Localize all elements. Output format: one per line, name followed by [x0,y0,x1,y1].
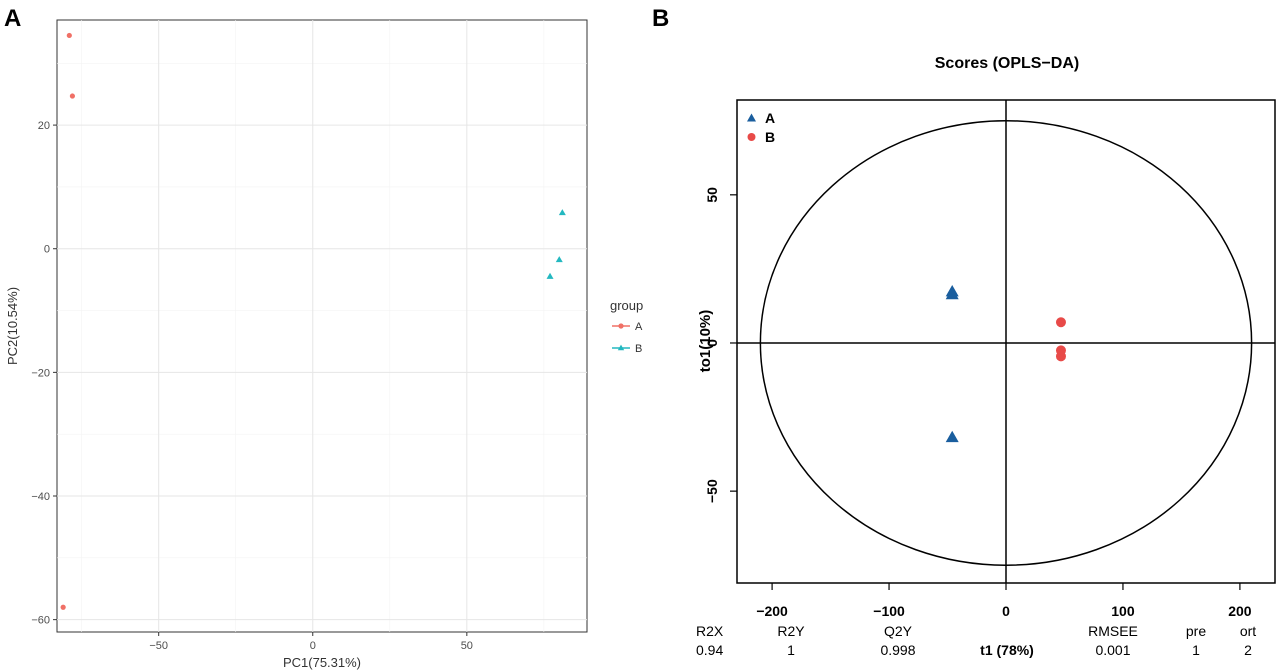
point-b [546,272,554,279]
stat-header-rmsee: RMSEE [1088,623,1138,639]
point-a [945,287,959,300]
panel-a-x-axis-label: PC1(75.31%) [283,655,361,670]
legend-label-b-b: B [765,129,775,145]
panel-a-legend: group A B [610,298,643,355]
stat-value-rmsee: 0.001 [1095,642,1130,658]
y-tick-label: 0 [704,339,720,347]
panel-a-plot-background [56,19,588,633]
point-b [558,209,566,216]
panel-b-x-axis-label: t1 (78%) [980,642,1034,658]
legend-marker-b [617,344,625,351]
panel-label-b: B [652,5,669,32]
panel-b-legend: A B [747,110,775,145]
stat-value-ort: 2 [1244,642,1252,658]
panel-b-stats-table: R2X 0.94 R2Y 1 Q2Y 0.998 t1 (78%) RMSEE … [696,623,1256,658]
legend-entry-b: B [612,343,642,355]
x-tick-label: 50 [461,640,473,652]
stat-header-r2x: R2X [696,623,724,639]
y-tick-label: −50 [704,479,720,503]
panel-a-axes: −50 0 50 −60 −40 −20 0 20 [31,120,473,652]
legend-marker-b-a [747,113,756,122]
y-tick-label: −20 [31,367,50,379]
legend-label-a: A [635,321,643,333]
legend-title: group [610,298,643,313]
panel-b-points [945,285,1066,443]
panel-b-axes: −200 −100 0 100 200 −50 0 50 [704,187,1252,619]
y-tick-label: 50 [704,187,720,203]
y-tick-label: 20 [38,120,50,132]
stat-header-ort: ort [1240,623,1256,639]
x-tick-label: 100 [1111,603,1135,619]
y-tick-label: −40 [31,491,50,503]
point-a [945,430,959,443]
legend-marker-a [618,323,624,329]
x-tick-label: −50 [149,640,168,652]
stat-value-q2y: 0.998 [880,642,915,658]
x-tick-label: 0 [310,640,316,652]
stat-value-r2x: 0.94 [696,642,723,658]
x-tick-label: −100 [873,603,905,619]
x-tick-label: −200 [756,603,788,619]
stat-value-r2y: 1 [787,642,795,658]
x-tick-label: 0 [1002,603,1010,619]
legend-label-b-a: A [765,110,775,126]
legend-marker-b-b [747,133,756,141]
y-tick-label: −60 [31,615,50,627]
panel-a-gridlines [57,20,587,632]
panel-b-title: Scores (OPLS−DA) [935,55,1079,72]
stat-header-q2y: Q2Y [884,623,913,639]
stat-header-r2y: R2Y [777,623,805,639]
stat-value-pre: 1 [1192,642,1200,658]
panel-a-points [60,32,566,610]
legend-label-b: B [635,343,642,355]
panel-b-zero-lines [737,100,1275,583]
y-tick-label: 0 [44,244,50,256]
panel-label-a: A [4,5,21,32]
point-a [69,93,76,99]
panel-b-y-axis-label: to1(10%) [697,310,714,373]
point-b [555,256,563,263]
panel-a-y-axis-label: PC2(10.54%) [5,287,20,365]
point-a [66,32,72,39]
legend-entry-a: A [612,321,643,333]
point-b [1055,317,1066,328]
point-b [1055,351,1066,362]
stat-header-pre: pre [1186,623,1206,639]
x-tick-label: 200 [1228,603,1252,619]
panel-a: A −50 0 50 −60 −40 −20 0 20 PC1(75.31%) PC2(10.… [4,5,643,670]
point-a [60,604,66,610]
panel-b: B Scores (OPLS−DA) −200 −100 0 100 200 −50 0 50… [652,5,1276,658]
